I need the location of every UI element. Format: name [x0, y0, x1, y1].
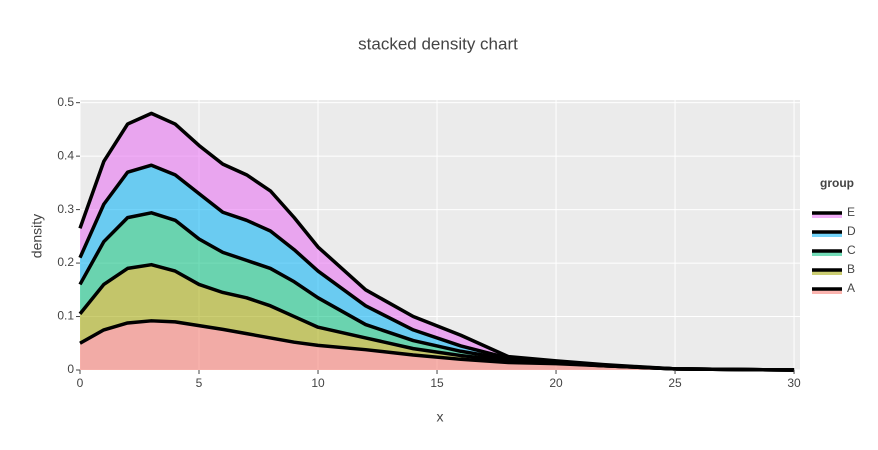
y-tick-label: 0.1 — [57, 309, 74, 323]
legend-swatch — [812, 213, 842, 218]
y-tick-label: 0.3 — [57, 202, 74, 216]
y-tick-label: 0.4 — [57, 148, 74, 162]
legend-swatch — [812, 251, 842, 256]
legend-label: C — [847, 243, 856, 257]
axes: 0 5 10 15 20 25 30 0 0.1 0.2 0.3 0.4 0.5 — [57, 95, 801, 390]
legend-item[interactable]: C — [812, 243, 856, 257]
legend-label: E — [847, 205, 855, 219]
legend-item[interactable]: B — [812, 262, 855, 276]
area — [80, 264, 795, 370]
areas — [78, 111, 795, 372]
y-axis-title: density — [29, 214, 45, 258]
legend-label: A — [847, 281, 855, 295]
legend-swatch — [812, 270, 842, 275]
legend-item[interactable]: E — [812, 205, 855, 219]
chart-title: stacked density chart — [358, 34, 518, 53]
legend-label: D — [847, 224, 856, 238]
area — [80, 320, 795, 370]
x-tick-label: 0 — [77, 376, 84, 390]
x-tick-label: 5 — [196, 376, 203, 390]
legend-swatch — [812, 289, 842, 294]
area — [80, 113, 795, 370]
legend-item[interactable]: D — [812, 224, 856, 238]
legend-swatch — [812, 232, 842, 237]
y-tick-label: 0 — [67, 362, 74, 376]
x-axis-title: x — [437, 409, 444, 425]
y-tick-label: 0.5 — [57, 95, 74, 109]
y-tick-label: 0.2 — [57, 255, 74, 269]
x-tick-label: 10 — [311, 376, 325, 390]
x-tick-label: 30 — [787, 376, 801, 390]
x-tick-label: 25 — [668, 376, 682, 390]
legend-title: group — [820, 176, 854, 190]
legend-label: B — [847, 262, 855, 276]
x-tick-label: 15 — [430, 376, 444, 390]
area — [80, 165, 795, 370]
area-line — [78, 111, 795, 372]
x-tick-label: 20 — [549, 376, 563, 390]
legend-item[interactable]: A — [812, 281, 855, 295]
